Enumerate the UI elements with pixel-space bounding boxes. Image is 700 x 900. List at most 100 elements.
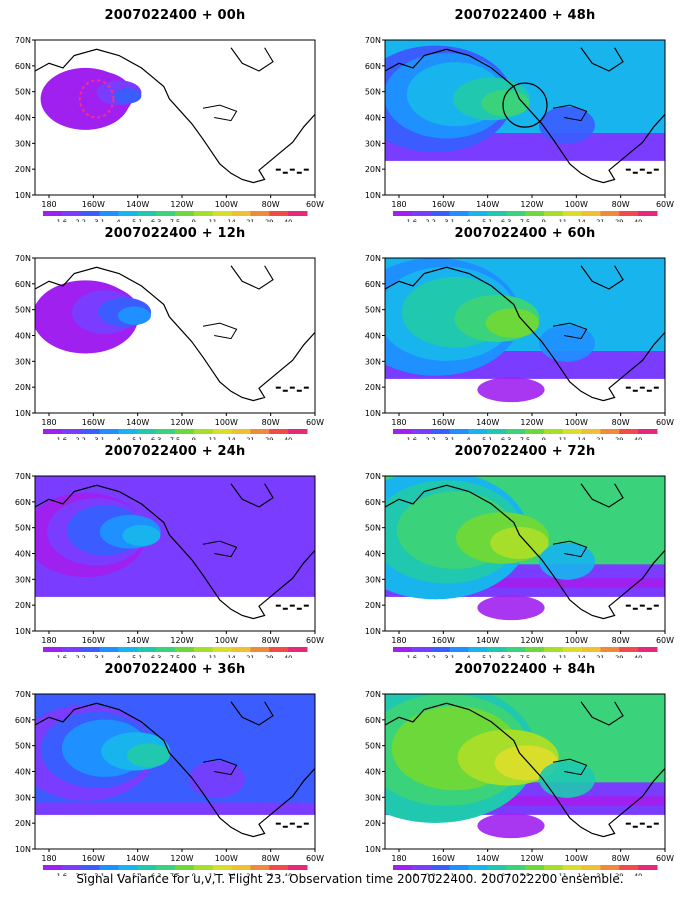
lon-label: 180	[391, 854, 406, 863]
lon-label: 120W	[170, 636, 193, 645]
colorbar-label: 40	[284, 654, 292, 658]
lon-label: 120W	[520, 854, 543, 863]
colorbar-label: 14	[577, 654, 585, 658]
coastline	[35, 266, 315, 402]
panel-title: 2007022400 + 48h	[454, 8, 596, 23]
lon-label: 140W	[476, 200, 499, 209]
island	[303, 822, 309, 825]
colorbar-swatch	[543, 211, 564, 216]
colorbar-label: 9	[542, 872, 546, 876]
colorbar-label: 2.2	[76, 436, 86, 440]
lon-label: 120W	[170, 854, 193, 863]
colorbar-label: 11	[209, 872, 217, 876]
colorbar-label: 3.1	[94, 654, 104, 658]
colorbar-swatch	[99, 865, 119, 870]
colorbar-swatch	[212, 865, 233, 870]
colorbar-swatch	[231, 429, 251, 434]
lat-label: 20N	[15, 383, 31, 392]
colorbar-swatch	[468, 429, 488, 434]
colorbar-swatch	[393, 865, 413, 870]
island	[289, 168, 295, 171]
island	[653, 168, 659, 171]
colorbar-swatch	[288, 865, 308, 870]
variance-map: 70N 60N 50N 40N 30N 20N 10N 180 160W 140W 120W 100W…	[365, 254, 674, 440]
colorbar-label: 4	[116, 872, 120, 876]
colorbar-swatch	[118, 211, 138, 216]
coastline	[230, 47, 274, 72]
colorbar-label: 21	[596, 872, 604, 876]
colorbar-label: 6.3	[501, 872, 511, 876]
coastline	[202, 758, 238, 776]
lon-label: 60W	[306, 200, 324, 209]
coastline	[580, 483, 624, 508]
colorbar-swatch	[393, 647, 413, 652]
colorbar-swatch	[99, 647, 119, 652]
colorbar-label: 2.2	[426, 436, 436, 440]
colorbar-label: 3.1	[444, 872, 454, 876]
variance-contour	[490, 526, 549, 560]
island	[296, 825, 302, 828]
colorbar-swatch	[393, 211, 413, 216]
figure-caption: Signal Variance for u,v,T. Flight 23. Ob…	[76, 872, 624, 886]
colorbar-swatch	[619, 647, 639, 652]
colorbar-swatch	[288, 647, 308, 652]
lon-label: 160W	[432, 200, 455, 209]
island	[625, 386, 631, 389]
colorbar-label: 3.1	[94, 436, 104, 440]
colorbar-label: 40	[634, 218, 642, 222]
island	[646, 389, 652, 392]
island	[303, 604, 309, 607]
colorbar-label: 14	[577, 436, 585, 440]
colorbar-swatch	[250, 211, 270, 216]
lat-label: 60N	[15, 716, 31, 725]
colorbar-swatch	[61, 647, 82, 652]
island	[282, 825, 288, 828]
lat-label: 50N	[365, 742, 381, 751]
colorbar-swatch	[449, 211, 469, 216]
colorbar-swatch	[99, 429, 119, 434]
colorbar-label: 40	[634, 436, 642, 440]
island	[282, 171, 288, 174]
colorbar-label: 7.5	[170, 872, 180, 876]
colorbar-label: 1.6	[407, 436, 417, 440]
forecast-panel: 2007022400 + 24h 70N 60N 50N 40N 30N 20N 10N 180…	[5, 444, 345, 658]
colorbar-label: 11	[559, 218, 567, 222]
colorbar-swatch	[156, 647, 176, 652]
colorbar-label: 11	[559, 436, 567, 440]
variance-contour	[477, 595, 545, 621]
colorbar-label: 11	[209, 218, 217, 222]
lon-label: 140W	[476, 854, 499, 863]
lon-label: 180	[391, 636, 406, 645]
coastline	[552, 758, 588, 776]
colorbar-swatch	[525, 211, 545, 216]
lat-label: 20N	[365, 601, 381, 610]
coastline	[35, 48, 315, 184]
colorbar-swatch	[175, 429, 195, 434]
colorbar-label: 4	[466, 218, 470, 222]
colorbar-swatch	[638, 211, 658, 216]
colorbar-swatch	[231, 865, 251, 870]
colorbar-label: 14	[227, 654, 235, 658]
lon-label: 100W	[215, 200, 238, 209]
island	[639, 822, 645, 825]
colorbar-label: 6.3	[501, 218, 511, 222]
colorbar-label: 40	[634, 872, 642, 876]
colorbar-swatch	[212, 647, 233, 652]
island	[646, 825, 652, 828]
colorbar-label: 6.3	[151, 436, 161, 440]
colorbar-swatch	[562, 865, 583, 870]
colorbar-label: 2.2	[76, 654, 86, 658]
colorbar-label: 7.5	[170, 436, 180, 440]
lon-label: 80W	[612, 200, 630, 209]
coastline	[385, 266, 665, 402]
colorbar-label: 6.3	[501, 654, 511, 658]
colorbar-swatch	[487, 211, 507, 216]
colorbar-label: 21	[246, 218, 254, 222]
lat-label: 30N	[365, 793, 381, 802]
colorbar-swatch	[156, 429, 176, 434]
colorbar-swatch	[525, 429, 545, 434]
island	[296, 607, 302, 610]
colorbar-swatch	[468, 647, 488, 652]
lon-label: 160W	[82, 854, 105, 863]
variance-contour	[481, 89, 530, 117]
